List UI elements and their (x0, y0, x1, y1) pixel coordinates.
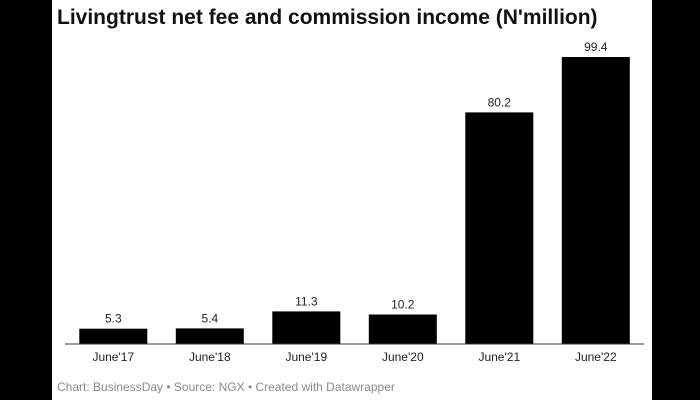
chart-title: Livingtrust net fee and commission incom… (57, 6, 598, 29)
bar-4 (465, 112, 534, 345)
labels-group: 5.3 June'17 5.4 June'18 11.3 June'19 10.2 June'… (92, 40, 616, 364)
bar-2 (272, 311, 341, 344)
bars-group (79, 57, 630, 345)
x-tick-label-2: June'19 (285, 350, 327, 364)
x-tick-label-5: June'22 (575, 350, 617, 364)
value-label-3: 10.2 (391, 298, 415, 312)
value-label-5: 99.4 (584, 40, 608, 54)
bar-5 (561, 57, 630, 344)
value-label-0: 5.3 (105, 312, 122, 326)
value-label-1: 5.4 (201, 311, 218, 325)
chart-credit: Chart: BusinessDay • Source: NGX • Creat… (57, 380, 395, 394)
bar-0 (79, 328, 148, 344)
bar-3 (368, 314, 437, 344)
bar-1 (175, 328, 244, 344)
value-label-2: 11.3 (295, 294, 318, 308)
value-label-4: 80.2 (488, 95, 512, 109)
x-tick-label-4: June'21 (478, 350, 520, 364)
x-tick-label-1: June'18 (189, 350, 231, 364)
x-tick-label-0: June'17 (92, 350, 134, 364)
bar-chart: 5.3 June'17 5.4 June'18 11.3 June'19 10.2 June'… (65, 40, 644, 364)
chart-panel: Livingtrust net fee and commission incom… (52, 0, 652, 400)
x-tick-label-3: June'20 (382, 350, 424, 364)
